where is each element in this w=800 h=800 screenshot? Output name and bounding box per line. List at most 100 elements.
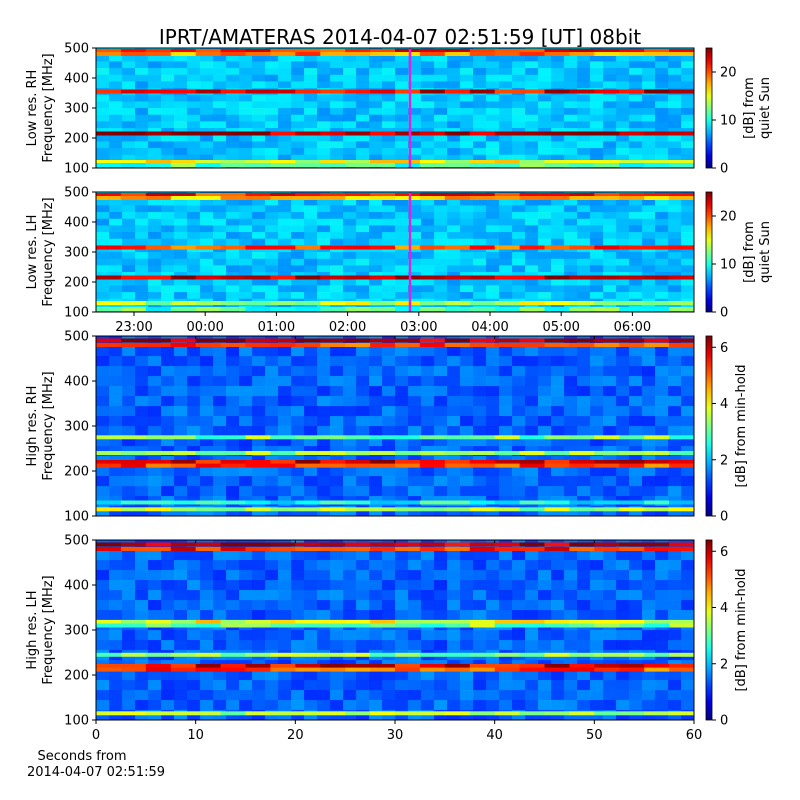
heatmap-cell: [343, 376, 357, 387]
heatmap-cell: [200, 406, 214, 417]
heatmap-cell: [239, 68, 253, 76]
heatmap-cell: [161, 550, 175, 561]
heatmap-cell: [564, 232, 578, 240]
emission-band: [96, 163, 122, 167]
heatmap-cell: [291, 690, 305, 701]
emission-band: [195, 245, 221, 250]
heatmap-cell: [473, 141, 487, 149]
heatmap-cell: [304, 81, 318, 89]
emission-band: [569, 338, 595, 343]
heatmap-cell: [486, 258, 500, 266]
heatmap-cell: [486, 74, 500, 82]
heatmap-cell: [356, 366, 370, 377]
heatmap-cell: [356, 466, 370, 477]
heatmap-cell: [590, 346, 604, 357]
heatmap-cell: [304, 416, 318, 427]
heatmap-cell: [369, 680, 383, 691]
heatmap-cell: [200, 218, 214, 226]
emission-band: [170, 500, 197, 505]
emission-band: [569, 301, 595, 305]
heatmap-cell: [447, 550, 461, 561]
heatmap-cell: [512, 700, 526, 711]
heatmap-cell: [291, 148, 305, 156]
heatmap-cell: [148, 265, 162, 273]
heatmap-cell: [382, 265, 396, 273]
heatmap-cell: [616, 386, 630, 397]
heatmap-cell: [174, 205, 188, 213]
heatmap-cell: [135, 550, 149, 561]
heatmap-cell: [655, 285, 669, 293]
heatmap-cell: [265, 486, 279, 497]
emission-band: [295, 623, 321, 628]
heatmap-cell: [486, 148, 500, 156]
emission-band: [270, 451, 296, 455]
heatmap-cell: [447, 376, 461, 387]
heatmap-cell: [96, 94, 110, 102]
emission-band: [619, 163, 645, 167]
heatmap-cell: [551, 74, 565, 82]
heatmap-cell: [109, 630, 123, 641]
heatmap-cell: [473, 101, 487, 109]
heatmap-cell: [356, 590, 370, 601]
heatmap-cell: [408, 396, 422, 407]
heatmap-cell: [460, 114, 474, 122]
emission-band: [494, 460, 520, 464]
emission-band: [120, 245, 147, 250]
heatmap-cell: [499, 426, 513, 437]
heatmap-cell: [603, 61, 617, 69]
heatmap-cell: [161, 590, 175, 601]
emission-band: [494, 338, 520, 343]
x-axis-label: Seconds from: [37, 749, 126, 764]
heatmap-cell: [460, 366, 474, 377]
heatmap-cell: [395, 386, 409, 397]
heatmap-cell: [473, 690, 487, 701]
emission-band: [594, 664, 620, 668]
heatmap-cell: [603, 476, 617, 487]
heatmap-cell: [122, 54, 136, 62]
emission-band: [619, 196, 645, 200]
heatmap-cell: [408, 285, 422, 293]
emission-band: [544, 49, 570, 53]
heatmap-cell: [564, 121, 578, 129]
emission-band: [644, 49, 670, 53]
emission-band: [320, 451, 346, 455]
heatmap-cell: [148, 570, 162, 581]
emission-band: [320, 500, 346, 505]
emission-band: [320, 301, 346, 305]
emission-band: [494, 49, 520, 53]
heatmap-cell: [356, 232, 370, 240]
heatmap-cell: [395, 278, 409, 286]
heatmap-cell: [174, 426, 188, 437]
heatmap-cell: [564, 54, 578, 62]
heatmap-cell: [564, 610, 578, 621]
heatmap-cell: [434, 550, 448, 561]
heatmap-cell: [616, 68, 630, 76]
heatmap-cell: [109, 610, 123, 621]
heatmap-cell: [343, 205, 357, 213]
heatmap-cell: [551, 81, 565, 89]
emission-band: [544, 547, 570, 551]
emission-band: [395, 547, 421, 551]
heatmap-cell: [616, 356, 630, 367]
heatmap-cell: [187, 212, 201, 220]
emission-band: [96, 131, 122, 136]
heatmap-cell: [512, 252, 526, 260]
heatmap-cell: [590, 54, 604, 62]
emission-band: [419, 245, 446, 250]
heatmap-cell: [564, 252, 578, 260]
heatmap-cell: [473, 376, 487, 387]
heatmap-cell: [343, 278, 357, 286]
heatmap-cell: [330, 376, 344, 387]
heatmap-cell: [304, 436, 318, 447]
emission-band: [544, 131, 570, 136]
heatmap-cell: [681, 292, 695, 300]
heatmap-cell: [499, 610, 513, 621]
heatmap-cell: [668, 232, 682, 240]
heatmap-cell: [174, 680, 188, 691]
emission-band: [220, 196, 246, 200]
emission-band: [395, 463, 421, 468]
heatmap-cell: [369, 356, 383, 367]
heatmap-cell: [174, 74, 188, 82]
heatmap-cell: [603, 212, 617, 220]
heatmap-cell: [408, 436, 422, 447]
